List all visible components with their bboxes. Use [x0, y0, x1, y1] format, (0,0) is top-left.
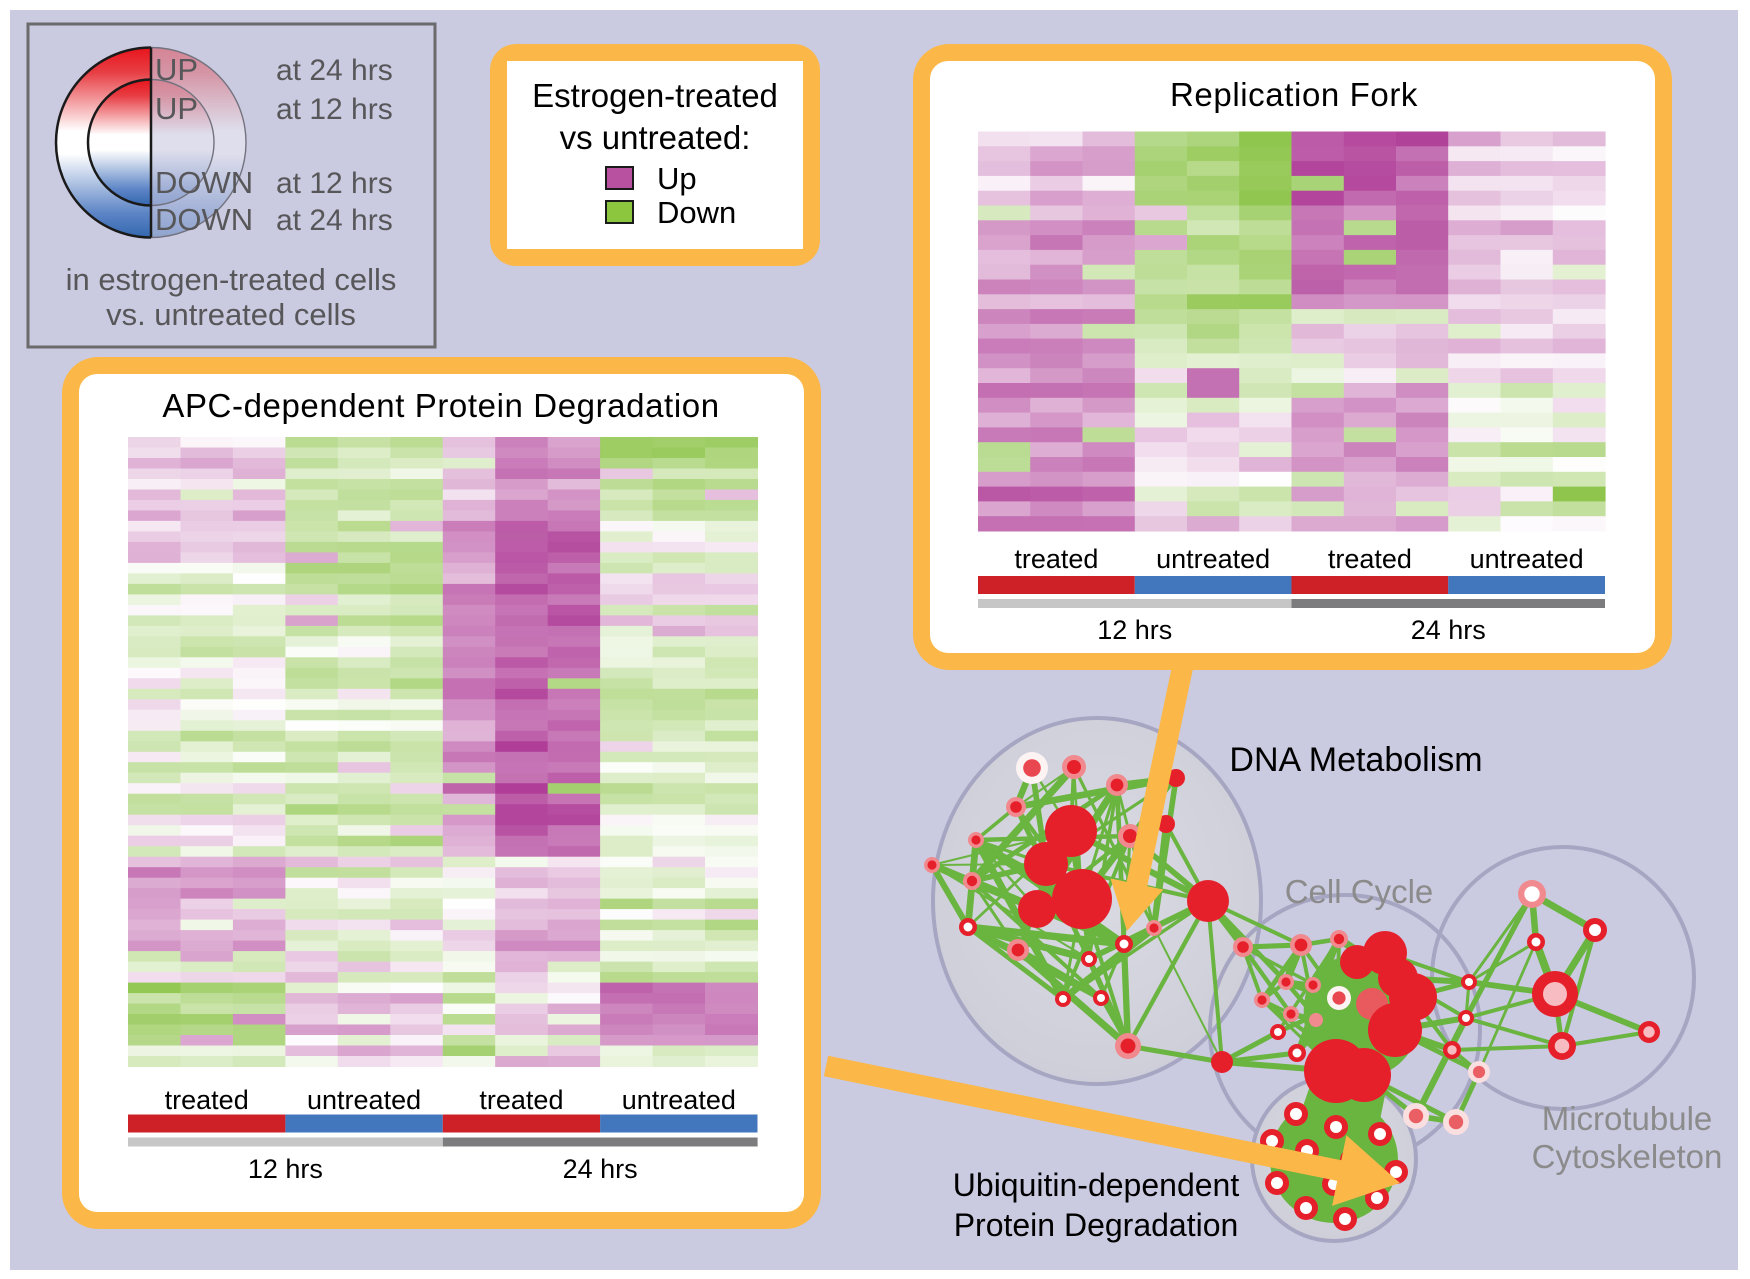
svg-text:Replication Fork: Replication Fork: [1170, 76, 1418, 113]
svg-text:treated: treated: [165, 1085, 249, 1115]
svg-text:vs untreated:: vs untreated:: [560, 119, 751, 156]
svg-text:24 hrs: 24 hrs: [1411, 615, 1486, 645]
svg-text:treated: treated: [479, 1085, 563, 1115]
svg-text:untreated: untreated: [1470, 544, 1584, 574]
svg-text:Microtubule: Microtubule: [1542, 1100, 1713, 1137]
svg-text:Ubiquitin-dependent: Ubiquitin-dependent: [953, 1167, 1240, 1203]
svg-text:DNA Metabolism: DNA Metabolism: [1229, 741, 1482, 779]
svg-text:UP: UP: [155, 91, 198, 126]
svg-text:APC-dependent Protein Degradat: APC-dependent Protein Degradation: [162, 387, 719, 424]
svg-text:DOWN: DOWN: [155, 202, 253, 237]
svg-text:treated: treated: [1328, 544, 1412, 574]
svg-text:Estrogen-treated: Estrogen-treated: [532, 77, 778, 114]
svg-text:12 hrs: 12 hrs: [248, 1154, 323, 1184]
svg-text:at 12 hrs: at 12 hrs: [276, 93, 393, 126]
svg-text:at 24 hrs: at 24 hrs: [276, 54, 393, 87]
svg-text:in estrogen-treated cells: in estrogen-treated cells: [66, 262, 397, 297]
svg-text:12 hrs: 12 hrs: [1097, 615, 1172, 645]
svg-text:Up: Up: [657, 161, 697, 196]
svg-text:Cell Cycle: Cell Cycle: [1285, 873, 1434, 910]
svg-text:at 24 hrs: at 24 hrs: [276, 204, 393, 237]
svg-text:DOWN: DOWN: [155, 165, 253, 200]
svg-text:Cytoskeleton: Cytoskeleton: [1532, 1138, 1723, 1175]
svg-text:UP: UP: [155, 52, 198, 87]
svg-text:24 hrs: 24 hrs: [563, 1154, 638, 1184]
svg-text:treated: treated: [1014, 544, 1098, 574]
svg-text:vs. untreated cells: vs. untreated cells: [106, 297, 356, 332]
svg-text:Down: Down: [657, 195, 736, 230]
svg-text:untreated: untreated: [307, 1085, 421, 1115]
svg-text:untreated: untreated: [1156, 544, 1270, 574]
svg-text:untreated: untreated: [622, 1085, 736, 1115]
svg-text:Protein Degradation: Protein Degradation: [954, 1207, 1239, 1243]
svg-text:at 12 hrs: at 12 hrs: [276, 167, 393, 200]
